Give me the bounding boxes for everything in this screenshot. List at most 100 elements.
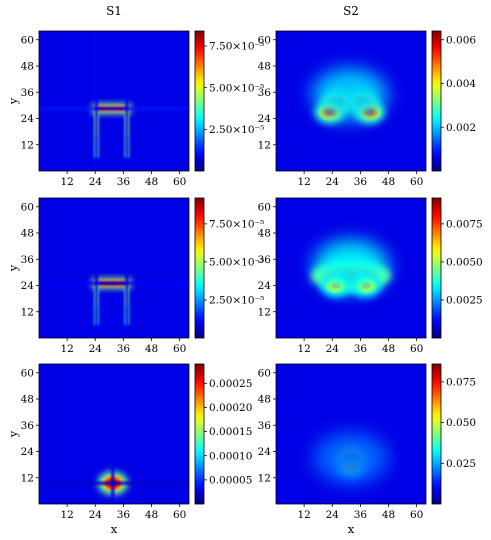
y-tick-label: 60 (21, 367, 34, 379)
x-tick-label: 60 (173, 176, 186, 188)
colorbar-tick-label: 5.00×10⁻⁵ (209, 257, 264, 269)
x-tick-label: 60 (410, 176, 423, 188)
y-tick-label: 36 (258, 87, 272, 99)
x-axis-label: x (348, 522, 355, 536)
x-tick-label: 36 (354, 176, 368, 188)
heatmap-halo (313, 432, 389, 484)
axes-frame (38, 30, 190, 172)
heatmap-background (39, 198, 189, 338)
heatmap-streak (39, 481, 189, 485)
x-tick-label: 12 (297, 509, 310, 521)
heatmap-halo (313, 240, 389, 292)
heatmap-panel: 12 24 36 48 60 12 24 36 48 60 x 0.025 0.050 0.075 (258, 363, 476, 536)
colorbar-scale (431, 30, 442, 172)
x-tick-label: 60 (410, 509, 423, 521)
y-tick-label: 48 (21, 394, 34, 406)
x-tick-label: 24 (326, 509, 340, 521)
colorbar-tick-label: 0.0075 (446, 218, 483, 230)
axes-frame (275, 30, 427, 172)
colorbar: 0.00005 0.00010 0.00015 0.00020 0.00025 (194, 363, 252, 505)
heatmap-streak (94, 198, 98, 338)
x-axis-label: x (111, 522, 118, 536)
colorbar-tick-label: 2.50×10⁻⁵ (209, 124, 264, 136)
colorbar: 0.0025 0.0050 0.0075 (431, 197, 483, 339)
y-tick-label: 60 (258, 367, 271, 379)
colorbar: 0.025 0.050 0.075 (431, 363, 476, 505)
colorbar-tick-label: 7.50×10⁻⁵ (209, 41, 264, 53)
heatmap-streak (125, 198, 129, 338)
colorbar-tick-label: 0.006 (446, 34, 476, 46)
x-tick-label: 12 (297, 343, 310, 355)
colorbar-tick-label: 0.002 (446, 122, 476, 134)
heatmap-panel: 12 24 36 48 60 12 24 36 48 60 S2 0.002 0.004 0.006 (258, 4, 477, 188)
x-tick-label: 48 (382, 176, 395, 188)
y-tick-label: 12 (21, 472, 34, 484)
colorbar-scale (431, 363, 442, 505)
heatmap-streak (111, 364, 115, 504)
y-tick-label: 60 (258, 34, 271, 46)
axes-frame (275, 363, 427, 505)
colorbar-tick-label: 0.025 (446, 458, 476, 470)
heatmap-streak (94, 31, 98, 171)
colorbar-tick-label: 0.004 (446, 78, 476, 90)
y-tick-label: 60 (258, 201, 271, 213)
heatmap-streak (125, 31, 129, 171)
x-tick-label: 36 (354, 509, 368, 521)
y-tick-label: 12 (21, 306, 34, 318)
colorbar-tick-label: 0.00005 (209, 474, 252, 486)
colorbar: 2.50×10⁻⁵ 5.00×10⁻⁵ 7.50×10⁻⁵ (194, 30, 264, 172)
y-tick-label: 24 (21, 446, 35, 458)
x-tick-label: 12 (60, 509, 73, 521)
y-tick-label: 60 (21, 34, 34, 46)
y-tick-label: 36 (258, 254, 272, 266)
colorbar-tick-label: 0.0025 (446, 295, 483, 307)
y-tick-label: 12 (258, 139, 271, 151)
heatmap-panel: 12 24 36 48 601224364860yx0.000050.000100.00… (6, 363, 252, 536)
colorbar-tick-label: 7.50×10⁻⁵ (209, 218, 264, 230)
axes-frame (38, 363, 190, 505)
heatmap-panel: 12 24 36 48 60 12 24 36 48 60 0.0025 0.0050 0.0075 (258, 197, 483, 355)
y-tick-label: 48 (258, 61, 271, 73)
column-title: S2 (343, 4, 359, 18)
colorbar-tick-label: 0.0050 (446, 257, 483, 269)
x-tick-label: 36 (117, 343, 131, 355)
heatmap-streak (39, 107, 189, 111)
y-axis-label: y (6, 97, 20, 105)
colorbar-tick-label: 0.050 (446, 417, 476, 429)
y-tick-label: 36 (21, 87, 35, 99)
y-tick-label: 60 (21, 201, 34, 213)
x-tick-label: 48 (382, 343, 395, 355)
x-tick-label: 24 (326, 343, 340, 355)
y-tick-label: 12 (21, 139, 34, 151)
x-tick-label: 60 (173, 509, 186, 521)
y-tick-label: 48 (21, 61, 34, 73)
x-tick-label: 60 (173, 343, 186, 355)
x-tick-label: 24 (89, 176, 103, 188)
x-tick-label: 24 (326, 176, 340, 188)
y-tick-label: 48 (258, 394, 271, 406)
x-tick-label: 48 (382, 509, 395, 521)
axes-frame (275, 197, 427, 339)
colorbar: 0.002 0.004 0.006 (431, 30, 476, 172)
colorbar-tick-label: 0.00025 (209, 378, 252, 390)
colorbar-scale (431, 197, 442, 339)
y-tick-label: 48 (258, 228, 271, 240)
colorbar-tick-label: 0.075 (446, 377, 476, 389)
colorbar-tick-label: 2.50×10⁻⁵ (209, 295, 264, 307)
x-tick-label: 12 (297, 176, 310, 188)
x-tick-label: 24 (89, 343, 103, 355)
y-tick-label: 36 (21, 254, 35, 266)
colorbar-scale (194, 197, 205, 339)
heatmap-panel: 12 24 36 48 60 12 24 36 48 60 y S1 2.50×10⁻⁵ 5.00×10⁻… (6, 4, 264, 188)
y-axis-label: y (6, 430, 20, 438)
y-tick-label: 24 (21, 280, 35, 292)
x-tick-label: 36 (117, 176, 131, 188)
x-tick-label: 48 (145, 176, 158, 188)
heatmap-streak (39, 281, 189, 285)
colorbar-scale (194, 30, 205, 172)
x-tick-label: 36 (117, 509, 131, 521)
x-tick-label: 12 (60, 176, 73, 188)
colorbar-scale (194, 363, 205, 505)
y-tick-label: 12 (258, 306, 271, 318)
